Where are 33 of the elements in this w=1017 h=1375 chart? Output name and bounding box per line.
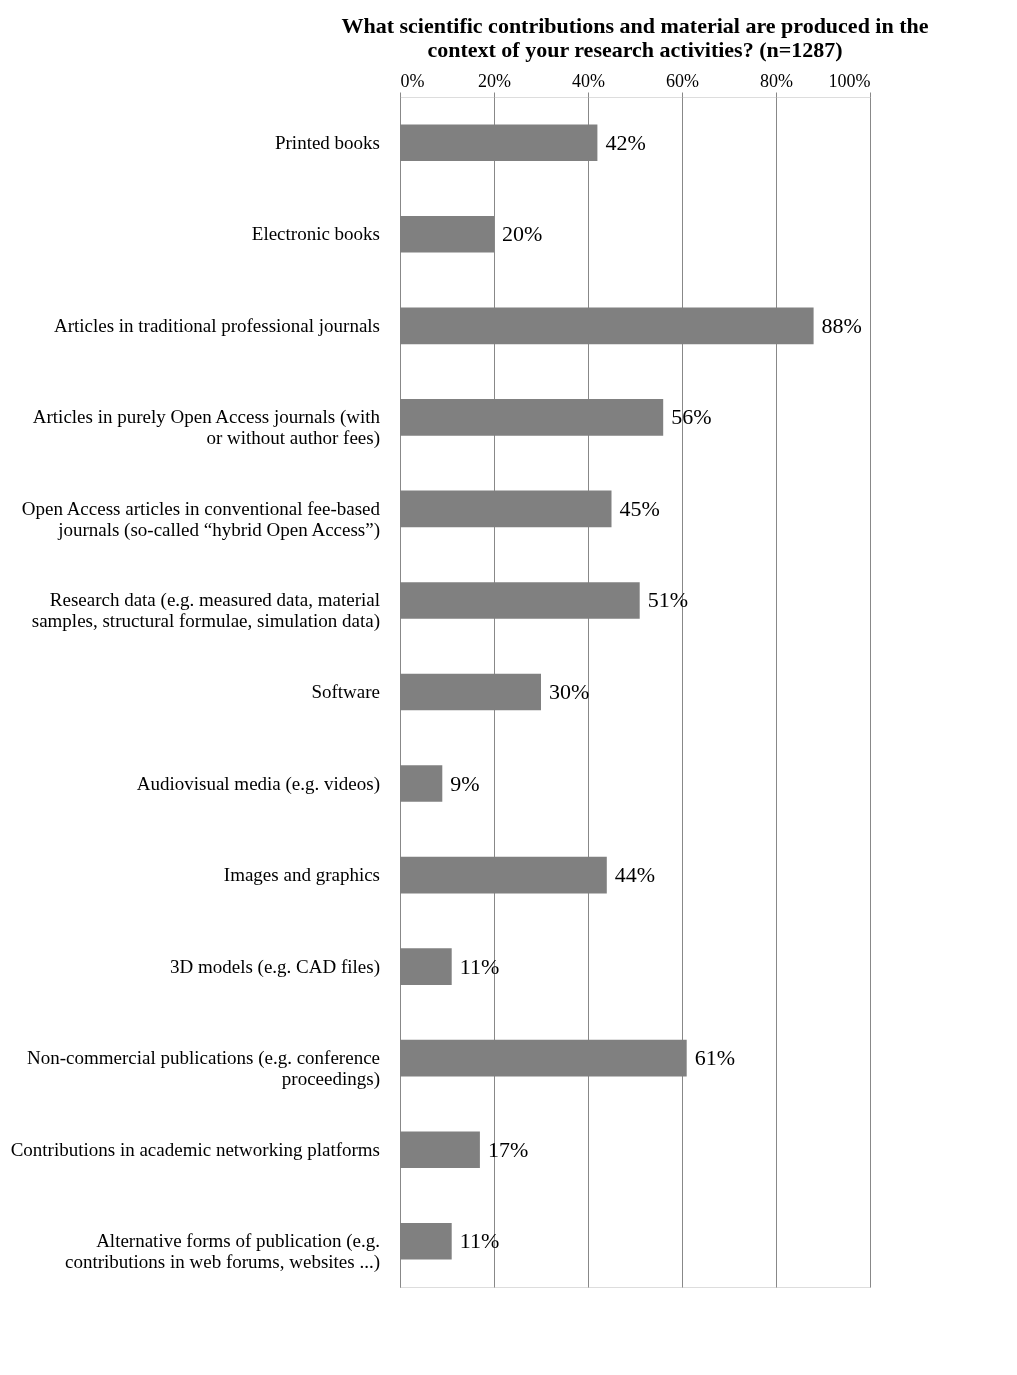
data-label: 30% [549, 679, 590, 704]
y-tick-label: Open Access articles in conventional fee-based journals (so-called “hybrid Open Access”) [21, 497, 381, 541]
y-tick-label: Audiovisual media (e.g. videos) [136, 772, 380, 795]
y-tick-label: Images and graphics [223, 864, 380, 886]
y-tick-label: Software [311, 681, 380, 702]
x-tick-label: 80% [760, 70, 793, 91]
data-label: 44% [614, 862, 656, 888]
y-tick-label: 3D models (e.g. CAD files) [169, 955, 380, 978]
x-tick-label: 60% [666, 70, 699, 91]
x-tick-label: 100% [828, 70, 871, 91]
chart-title: What scientific contributions and material are produced in the context of your research activities? (n=1287) [341, 13, 929, 62]
data-label: 51% [647, 587, 689, 613]
y-tick-label: Non-commercial publications (e.g. conference proceedings) [27, 1047, 380, 1091]
y-tick-label: Contributions in academic networking platforms [10, 1138, 380, 1160]
data-label: 9% [450, 770, 480, 796]
data-label: 61% [694, 1045, 736, 1071]
x-tick-label: 0% [400, 70, 425, 91]
data-label: 56% [671, 404, 712, 430]
data-label: 11% [459, 953, 500, 979]
y-tick-label: Research data (e.g. measured data, material samples, structural formulae, simulation data) [31, 589, 380, 633]
y-tick-label: Electronic books [251, 223, 380, 245]
y-tick-label: Alternative forms of publication (e.g. contributions in web forums, websites ...) [64, 1230, 380, 1274]
data-label: 42% [605, 129, 646, 155]
x-tick-label: 20% [478, 70, 511, 91]
data-label: 17% [487, 1136, 529, 1162]
x-tick-label: 40% [572, 70, 605, 91]
data-label: 45% [619, 495, 660, 521]
y-tick-label: Articles in traditional professional journals [53, 314, 380, 336]
data-label: 11% [459, 1228, 500, 1254]
y-tick-label: Printed books [274, 131, 380, 153]
data-label: 88% [821, 312, 862, 338]
y-tick-label: Articles in purely Open Access journals (with or without author fees) [32, 406, 381, 450]
data-label: 20% [502, 221, 543, 247]
